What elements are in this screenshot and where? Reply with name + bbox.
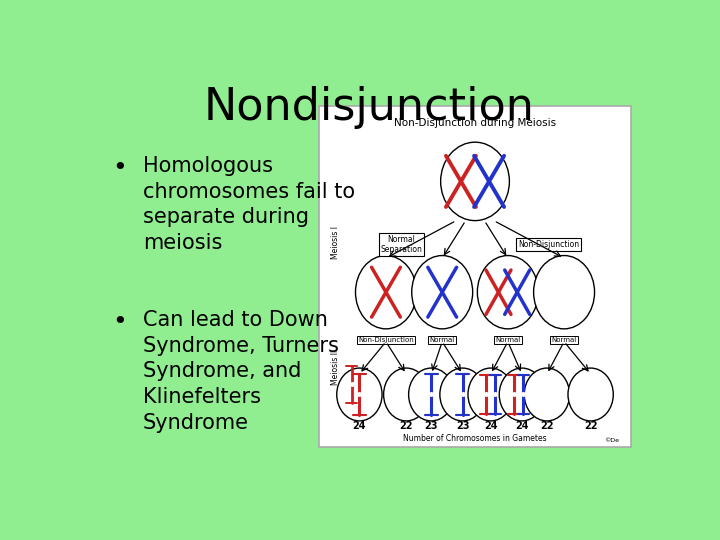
Text: Normal
Separation: Normal Separation (381, 235, 423, 254)
Ellipse shape (468, 368, 513, 421)
Text: 22: 22 (540, 421, 554, 431)
Ellipse shape (440, 368, 485, 421)
Text: 24: 24 (484, 421, 498, 431)
FancyBboxPatch shape (319, 106, 631, 447)
Text: 24: 24 (353, 421, 366, 431)
Text: ©De: ©De (604, 438, 618, 443)
Text: Meiosis I: Meiosis I (331, 226, 341, 259)
Text: •: • (112, 310, 127, 334)
Text: Number of Chromosomes in Gametes: Number of Chromosomes in Gametes (403, 434, 546, 443)
Ellipse shape (524, 368, 570, 421)
Text: Nondisjunction: Nondisjunction (204, 85, 534, 129)
Text: 22: 22 (400, 421, 413, 431)
Text: Normal: Normal (495, 337, 521, 343)
Text: Meiosis II: Meiosis II (331, 349, 341, 385)
Ellipse shape (441, 142, 509, 221)
Text: Homologous
chromosomes fail to
separate during
meiosis: Homologous chromosomes fail to separate … (143, 156, 355, 253)
Ellipse shape (568, 368, 613, 421)
Text: Normal: Normal (552, 337, 577, 343)
Text: Non-Disjunction: Non-Disjunction (518, 240, 579, 249)
Ellipse shape (409, 368, 454, 421)
Ellipse shape (477, 255, 539, 329)
Ellipse shape (337, 368, 382, 421)
Text: 23: 23 (425, 421, 438, 431)
Text: Can lead to Down
Syndrome, Turners
Syndrome, and
Klinefelters
Syndrome: Can lead to Down Syndrome, Turners Syndr… (143, 310, 339, 433)
Text: Normal: Normal (430, 337, 455, 343)
Text: 24: 24 (515, 421, 528, 431)
Ellipse shape (499, 368, 544, 421)
Ellipse shape (534, 255, 595, 329)
Text: 22: 22 (584, 421, 598, 431)
Ellipse shape (384, 368, 429, 421)
Text: 23: 23 (456, 421, 469, 431)
Text: Non-Disjunction during Meiosis: Non-Disjunction during Meiosis (394, 118, 556, 129)
Ellipse shape (412, 255, 472, 329)
Text: •: • (112, 156, 127, 180)
Ellipse shape (356, 255, 416, 329)
Text: Non-Disjunction: Non-Disjunction (358, 337, 414, 343)
